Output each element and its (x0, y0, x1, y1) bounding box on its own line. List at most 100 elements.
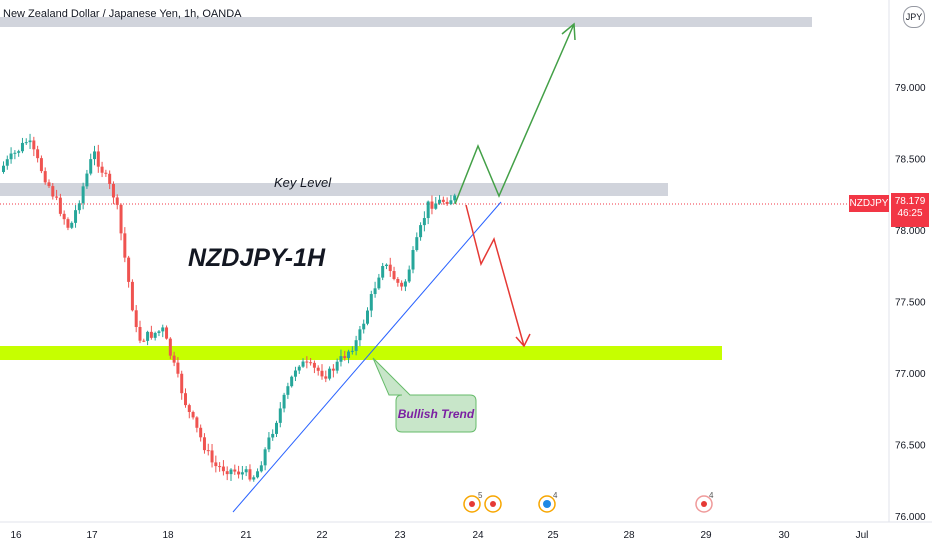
candle[interactable] (28, 140, 32, 143)
candle[interactable] (445, 201, 449, 205)
time-axis[interactable]: 16 17 18 21 22 23 24 25 28 29 30 Jul (10, 530, 868, 541)
candle[interactable] (96, 151, 100, 167)
candle[interactable] (411, 250, 415, 270)
candle[interactable] (108, 173, 112, 184)
candle[interactable] (328, 368, 332, 379)
candle[interactable] (66, 219, 70, 228)
candle[interactable] (85, 173, 89, 187)
candle[interactable] (225, 471, 229, 475)
candle[interactable] (187, 405, 191, 413)
candle[interactable] (134, 310, 138, 327)
event-marker-1[interactable]: 5 (463, 491, 483, 513)
candle[interactable] (290, 376, 294, 387)
candle[interactable] (407, 269, 411, 282)
candle[interactable] (369, 294, 373, 311)
candle[interactable] (157, 331, 161, 333)
candle[interactable] (392, 271, 396, 280)
candle[interactable] (278, 408, 282, 423)
candle[interactable] (47, 182, 51, 187)
candle[interactable] (377, 277, 381, 289)
candle[interactable] (324, 376, 328, 379)
candle[interactable] (403, 281, 407, 287)
event-marker-4[interactable]: 4 (695, 491, 714, 513)
candle[interactable] (267, 437, 271, 450)
candle[interactable] (293, 370, 297, 377)
candle[interactable] (244, 469, 248, 473)
candle[interactable] (2, 165, 5, 172)
candle[interactable] (316, 367, 320, 371)
candle[interactable] (70, 222, 74, 228)
candle[interactable] (111, 183, 115, 198)
candle[interactable] (55, 196, 59, 198)
currency-badge[interactable]: JPY (903, 6, 925, 28)
candle[interactable] (343, 356, 347, 359)
candle[interactable] (142, 340, 146, 342)
candle[interactable] (350, 350, 354, 352)
candle[interactable] (396, 279, 400, 283)
candle[interactable] (36, 149, 40, 159)
candle[interactable] (43, 171, 47, 183)
candle[interactable] (453, 195, 457, 201)
candle[interactable] (58, 197, 62, 214)
candle[interactable] (358, 329, 362, 341)
candle[interactable] (381, 266, 385, 278)
candle[interactable] (256, 471, 260, 478)
candle[interactable] (165, 327, 169, 339)
candle[interactable] (331, 368, 335, 371)
candle[interactable] (81, 186, 85, 204)
event-marker-3[interactable]: 4 (538, 491, 558, 513)
candle[interactable] (17, 151, 21, 153)
candle[interactable] (354, 340, 358, 351)
candle[interactable] (286, 386, 290, 395)
candle[interactable] (202, 437, 206, 451)
candle[interactable] (237, 471, 241, 475)
candle[interactable] (301, 361, 305, 367)
candle[interactable] (218, 466, 222, 468)
candle[interactable] (127, 257, 131, 282)
candle[interactable] (24, 142, 28, 144)
candle[interactable] (240, 472, 244, 475)
candle[interactable] (89, 159, 93, 174)
candle[interactable] (430, 201, 434, 209)
trendline[interactable] (232, 201, 502, 513)
candle[interactable] (146, 331, 150, 341)
candle[interactable] (199, 427, 203, 438)
candle[interactable] (51, 186, 55, 197)
candle[interactable] (415, 237, 419, 251)
candle[interactable] (168, 338, 172, 356)
candle[interactable] (195, 417, 199, 428)
candle[interactable] (297, 366, 301, 371)
candle[interactable] (248, 469, 252, 480)
candle[interactable] (335, 361, 339, 371)
candle[interactable] (123, 233, 127, 258)
candle[interactable] (176, 362, 180, 374)
trend-callout-box[interactable] (372, 357, 477, 433)
candle[interactable] (229, 469, 233, 475)
candle[interactable] (419, 225, 423, 238)
candle[interactable] (191, 412, 195, 418)
candle[interactable] (259, 465, 263, 472)
candle[interactable] (115, 197, 119, 205)
candle[interactable] (373, 288, 377, 295)
event-marker-2[interactable] (484, 495, 502, 513)
candle[interactable] (366, 310, 369, 324)
candle[interactable] (93, 151, 96, 160)
candle[interactable] (422, 218, 426, 226)
candle[interactable] (339, 356, 343, 362)
candle[interactable] (434, 203, 438, 209)
candle[interactable] (138, 326, 142, 341)
candle[interactable] (77, 203, 81, 211)
candle[interactable] (184, 393, 187, 406)
candle[interactable] (130, 281, 134, 311)
candle[interactable] (426, 201, 430, 219)
candle[interactable] (62, 213, 66, 220)
candle[interactable] (20, 142, 24, 152)
candle[interactable] (149, 331, 153, 338)
candle[interactable] (5, 159, 9, 166)
candle[interactable] (388, 264, 392, 272)
candle[interactable] (320, 370, 324, 377)
candle[interactable] (13, 152, 17, 154)
candle[interactable] (9, 153, 13, 160)
candle[interactable] (180, 373, 184, 394)
